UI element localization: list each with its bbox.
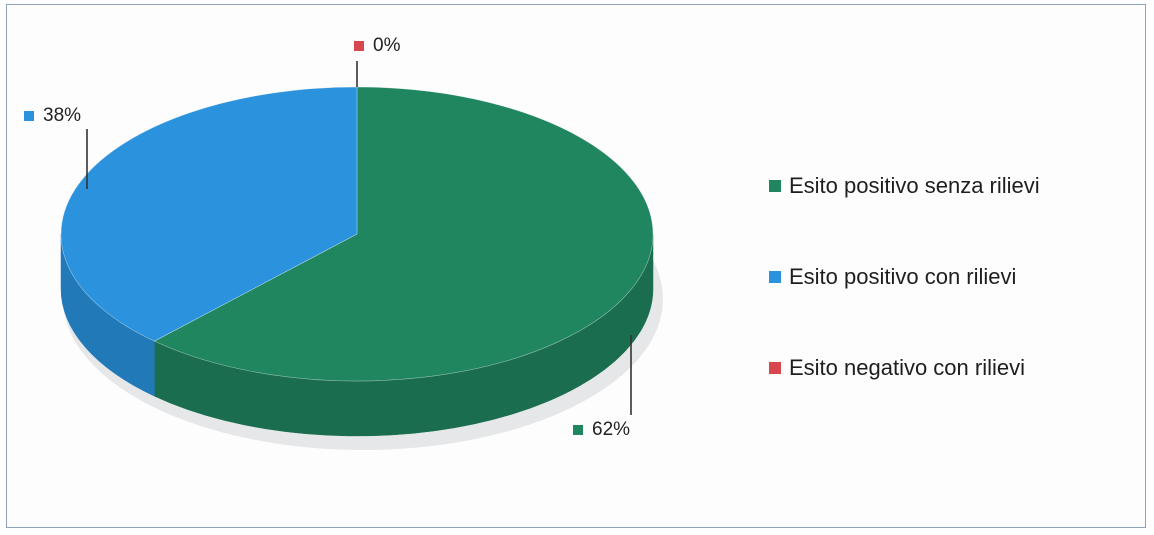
- legend-swatch: [769, 180, 781, 192]
- legend: Esito positivo senza rilievi Esito posit…: [769, 171, 1040, 444]
- legend-item-con-rilievi: Esito positivo con rilievi: [769, 262, 1040, 292]
- data-label-text: 38%: [43, 105, 82, 126]
- data-label-con-rilievi: 38%: [24, 105, 81, 127]
- legend-label: Esito negativo con rilievi: [789, 355, 1026, 380]
- legend-item-senza-rilievi: Esito positivo senza rilievi: [769, 171, 1040, 201]
- data-label-text: 62%: [592, 419, 631, 440]
- data-label-swatch: [573, 425, 583, 435]
- data-label-swatch: [24, 111, 34, 121]
- data-label-negativo: 0%: [354, 35, 400, 57]
- data-label-swatch: [354, 41, 364, 51]
- pie-chart: [60, 61, 663, 450]
- legend-swatch: [769, 271, 781, 283]
- pie-slice-1: [60, 86, 358, 342]
- pie-slice-0: [153, 86, 654, 382]
- legend-label: Esito positivo con rilievi: [789, 264, 1017, 289]
- chart-frame: 62% 38% 0% Esito positivo senza rilievi …: [6, 4, 1146, 528]
- data-label-senza-rilievi: 62%: [573, 419, 630, 441]
- data-label-text: 0%: [373, 35, 401, 56]
- legend-swatch: [769, 362, 781, 374]
- legend-item-negativo: Esito negativo con rilievi: [769, 353, 1040, 383]
- legend-label: Esito positivo senza rilievi: [789, 173, 1040, 198]
